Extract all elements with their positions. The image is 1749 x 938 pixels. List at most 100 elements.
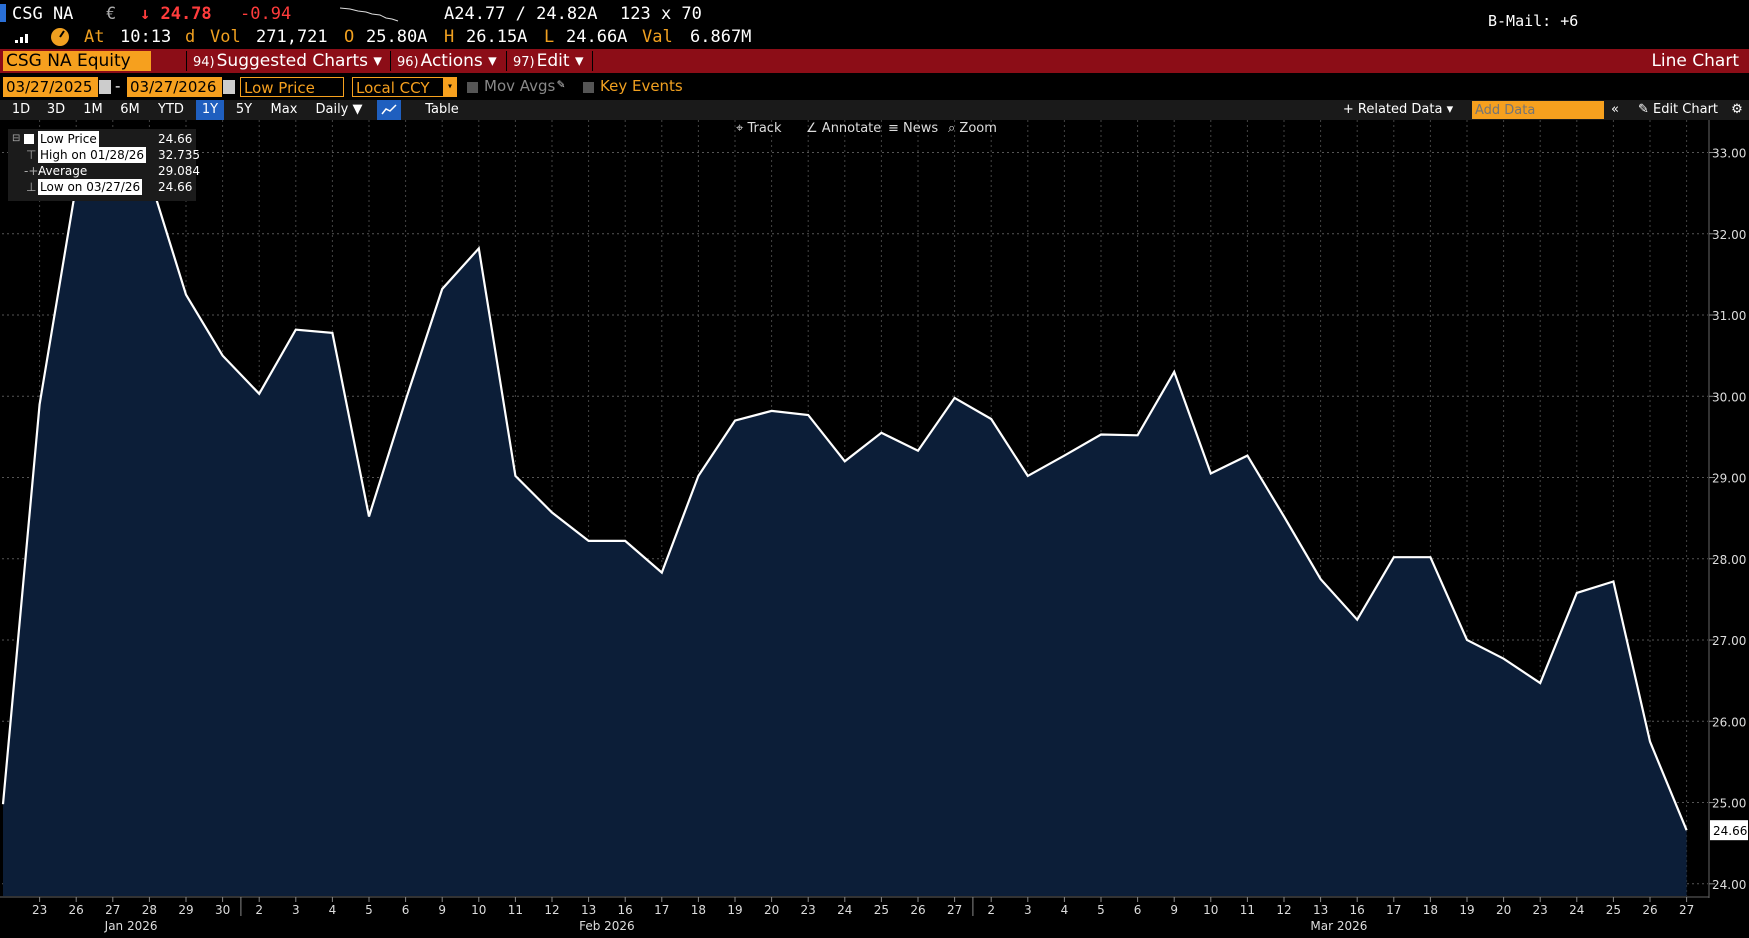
x-tick-label: 2 (255, 903, 263, 917)
y-tick-label: 28.00 (1712, 553, 1746, 567)
suggested-charts-menu[interactable]: 94) Suggested Charts ▾ (193, 49, 382, 73)
traded-value: 6.867M (690, 27, 752, 47)
quote-header: CSG NA € ↓ 24.78 -0.94 A24.77 / 24.82A 1… (0, 0, 1749, 48)
edit-menu[interactable]: 97) Edit ▾ (513, 49, 583, 73)
key-events-checkbox[interactable] (583, 82, 594, 93)
divider (390, 51, 391, 71)
chevron-down-icon[interactable]: ▾ (443, 77, 457, 97)
high-label: H (444, 27, 455, 47)
divider (186, 51, 187, 71)
low-price: 24.66A (566, 27, 628, 47)
news-tool[interactable]: ≡ News (888, 121, 939, 136)
x-tick-label: 11 (508, 903, 523, 917)
add-data-input[interactable] (1472, 101, 1604, 119)
line-chart-icon[interactable] (377, 100, 401, 120)
x-tick-label: 17 (654, 903, 669, 917)
gear-icon[interactable]: ⚙ (1731, 102, 1743, 117)
legend-average-value: 29.084 (158, 164, 200, 178)
y-tick-label: 32.00 (1712, 228, 1746, 242)
x-tick-label: 2 (987, 903, 995, 917)
field-selector[interactable]: Low Price (240, 77, 344, 97)
edit-chart-label: Edit Chart (1652, 102, 1719, 117)
range-1d[interactable]: 1D (11, 102, 31, 117)
calendar-icon[interactable] (223, 80, 235, 94)
sparkline-icon (340, 7, 399, 22)
collapse-icon[interactable]: ⊟ (12, 133, 21, 144)
chart-type-label: Line Chart (1651, 51, 1739, 71)
val-label: Val (642, 27, 673, 47)
volume: 271,721 (256, 27, 328, 47)
start-date-input[interactable]: 03/27/2025 (3, 77, 98, 97)
currency-symbol: € (106, 4, 117, 24)
related-data-menu[interactable]: + Related Data ▾ (1342, 102, 1454, 117)
legend-series-label: Low Price (38, 131, 99, 147)
d-label: d (185, 27, 196, 47)
y-tick-label: 25.00 (1712, 797, 1746, 811)
x-tick-label: 9 (1170, 903, 1178, 917)
track-tool[interactable]: ⌖ Track (736, 121, 782, 136)
x-axis: 23 26 27 28 29 30 2 3 4 5 6 9 10 11 12 13 16 17 18 19 20 23 24… (0, 896, 1709, 933)
tool-label: News (903, 121, 939, 136)
x-tick-label: 20 (1496, 903, 1511, 917)
bmail-counter[interactable]: B-Mail: +6 (1488, 12, 1579, 30)
legend-high-label: High on 01/28/26 (38, 147, 147, 163)
collapse-icon[interactable]: « (1611, 102, 1619, 117)
periodicity-dropdown[interactable]: Daily ▼ (315, 102, 363, 117)
y-axis: 24.00 25.00 26.00 27.00 28.00 29.00 30.00 31.00… (1708, 120, 1748, 898)
range-3d[interactable]: 3D (46, 102, 66, 117)
legend-row-average: -+- Average 29.084 (8, 163, 200, 179)
range-6m[interactable]: 6M (120, 102, 140, 117)
low-marker-icon: ⊥ (26, 180, 37, 194)
function-bar: CSG NA Equity 94) Suggested Charts ▾ 96) A… (0, 49, 1749, 73)
mov-avgs-checkbox[interactable] (467, 82, 478, 93)
table-button[interactable]: Table (425, 102, 459, 117)
x-tick-label: 9 (438, 903, 446, 917)
x-tick-label: 17 (1386, 903, 1401, 917)
tool-label: Zoom (959, 121, 997, 136)
last-price: ↓ 24.78 (140, 4, 212, 24)
zoom-tool[interactable]: ⌕ Zoom (948, 121, 997, 136)
currency-selector[interactable]: Local CCY (352, 77, 457, 97)
x-tick-label: 19 (727, 903, 742, 917)
x-tick-label: 3 (292, 903, 300, 917)
annotate-tool[interactable]: ∠ Annotate (806, 121, 882, 136)
actions-menu[interactable]: 96) Actions ▾ (397, 49, 497, 73)
x-tick-label: 27 (1679, 903, 1694, 917)
legend-average-label: Average (38, 164, 88, 178)
last-value-label: 24.66 (1713, 824, 1747, 838)
open-label: O (344, 27, 355, 47)
y-tick-label: 31.00 (1712, 309, 1746, 323)
ticker-marker (0, 4, 6, 22)
speedometer-icon[interactable] (48, 27, 72, 47)
chart-legend[interactable]: ⊟ Low Price 24.66 ⊤ High on 01/28/26 32.… (8, 129, 200, 201)
x-tick-label: 6 (402, 903, 410, 917)
menu-number: 96) (397, 55, 419, 70)
range-1m[interactable]: 1M (83, 102, 103, 117)
calendar-icon[interactable] (99, 80, 111, 94)
bid-ask: A24.77 / 24.82A (444, 4, 598, 24)
last-value-tag (1710, 820, 1748, 841)
divider (592, 51, 593, 71)
legend-row-low: ⊥ Low on 03/27/26 24.66 (8, 179, 196, 195)
x-tick-label: 18 (691, 903, 706, 917)
range-1y[interactable]: 1Y (196, 100, 224, 120)
pencil-icon[interactable]: ✎ (557, 77, 565, 92)
x-tick-label: 20 (764, 903, 779, 917)
x-tick-label: 27 (947, 903, 962, 917)
x-tick-label: 16 (618, 903, 633, 917)
vol-label: Vol (210, 27, 241, 47)
end-date-input[interactable]: 03/27/2026 (127, 77, 222, 97)
security-field[interactable]: CSG NA Equity (3, 51, 151, 71)
y-tick-label: 30.00 (1712, 390, 1746, 404)
ticker[interactable]: CSG NA (12, 4, 74, 24)
price-chart[interactable]: 24.00 25.00 26.00 27.00 28.00 29.00 30.00 31.00… (0, 120, 1749, 938)
x-tick-label: 26 (910, 903, 925, 917)
x-tick-label: 4 (1061, 903, 1069, 917)
edit-chart-button[interactable]: ✎ Edit Chart (1628, 100, 1728, 120)
range-ytd[interactable]: YTD (158, 102, 184, 117)
menu-number: 94) (193, 55, 215, 70)
x-tick-label: 27 (105, 903, 120, 917)
range-max[interactable]: Max (270, 102, 298, 117)
date-dash: - (115, 77, 121, 95)
range-5y[interactable]: 5Y (235, 102, 253, 117)
